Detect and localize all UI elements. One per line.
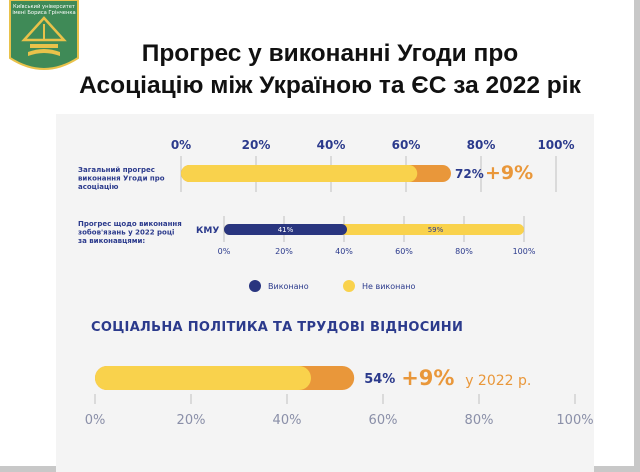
done-data-label: 41% — [278, 226, 294, 234]
row-label: виконання Угоди про — [78, 175, 165, 183]
social-policy-chart: 0% 20% 40% 60% 80% 100% 54% +9% у 2022 р. — [85, 366, 594, 428]
row-label: зобов'язань у 2022 році — [78, 229, 174, 237]
tick-label: 60% — [392, 138, 421, 152]
row-label: асоціацію — [78, 183, 119, 191]
row-label: Прогрес щодо виконання — [78, 220, 182, 228]
row-label: за виконавцями: — [78, 237, 145, 245]
increase-suffix: у 2022 р. — [465, 373, 531, 389]
tick-label: 40% — [317, 138, 346, 152]
overall-progress-chart: 0% 20% 40% 60% 80% 100% Загальний прогресвикон… — [78, 138, 575, 192]
tick-label: 80% — [465, 413, 494, 428]
tick-label: 0% — [171, 138, 191, 152]
logo-text-line1: Київський університет — [13, 3, 75, 10]
row-label: Загальний прогрес — [78, 166, 155, 174]
title-line1: Прогрес у виконанні Угоди про — [141, 40, 519, 67]
legend-label-not-done: Не виконано — [362, 282, 415, 291]
legend-swatch-not-done — [343, 280, 355, 292]
category-label: КМУ — [196, 226, 219, 236]
tick-label: 20% — [177, 413, 206, 428]
executor-progress-chart: 0% 20% 40% 60% 80% 100% Прогрес щодо виконання… — [78, 216, 536, 292]
tick-label: 20% — [242, 138, 271, 152]
legend-swatch-done — [249, 280, 261, 292]
increase-label: +9% — [401, 366, 454, 390]
tick-label: 80% — [467, 138, 496, 152]
tick-label: 100% — [537, 138, 574, 152]
base-bar — [181, 165, 418, 182]
increase-label: +9% — [485, 162, 533, 184]
tick-label: 80% — [455, 247, 473, 256]
value-label: 54% — [364, 372, 395, 387]
tick-label: 40% — [335, 247, 353, 256]
tick-label: 40% — [273, 413, 302, 428]
tick-label: 0% — [85, 413, 106, 428]
social-policy-heading: СОЦІАЛЬНА ПОЛІТИКА ТА ТРУДОВІ ВІДНОСИНИ — [91, 320, 464, 335]
title-line2: Асоціацію між Україною та ЄС за 2022 рік — [79, 72, 581, 99]
tick-label: 60% — [395, 247, 413, 256]
tick-label: 100% — [513, 247, 536, 256]
legend-label-done: Виконано — [268, 282, 309, 291]
base-bar — [95, 366, 311, 390]
done-bar — [224, 224, 347, 235]
tick-label: 0% — [218, 247, 231, 256]
university-logo-icon: Київський університет імені Бориса Грінч… — [9, 0, 79, 70]
tick-label: 60% — [369, 413, 398, 428]
logo-text-line2: імені Бориса Грінченка — [12, 10, 75, 16]
tick-label: 20% — [275, 247, 293, 256]
page-title: Прогрес у виконанні Угоди про Асоціацію … — [20, 38, 640, 102]
not-done-data-label: 59% — [428, 226, 444, 234]
value-label: 72% — [455, 167, 484, 181]
tick-label: 100% — [556, 413, 593, 428]
